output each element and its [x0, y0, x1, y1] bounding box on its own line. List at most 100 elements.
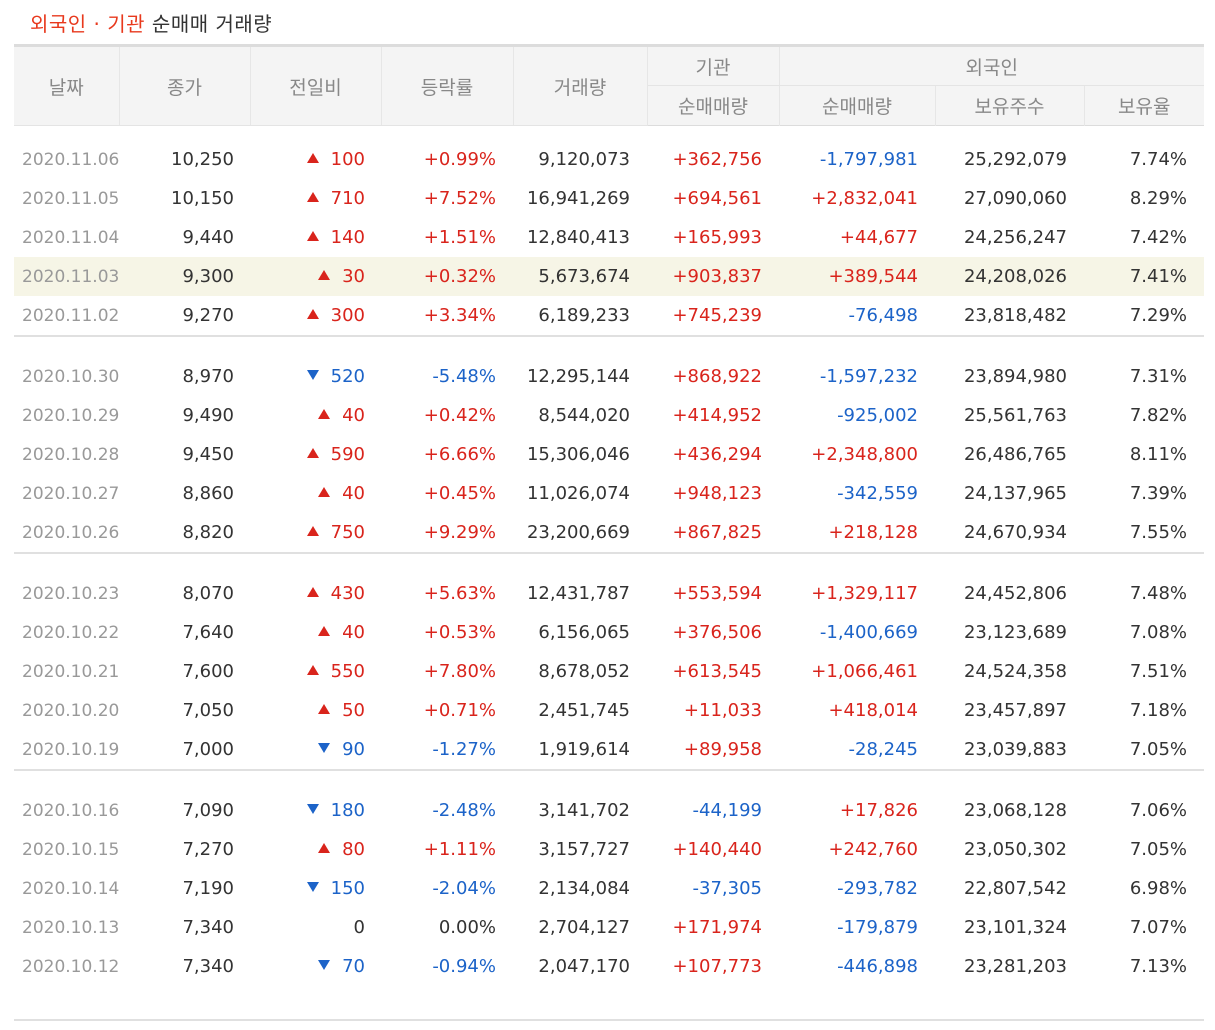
table-row[interactable]: 2020.10.20 7,050 50 +0.71% 2,451,745 +11,033 +… — [14, 691, 1204, 730]
volume-cell-value: 2,704,127 — [538, 917, 630, 938]
close-cell: 8,860 — [119, 474, 250, 513]
header-close[interactable]: 종가 — [119, 45, 251, 126]
table-row[interactable]: 2020.10.13 7,340 0 0.00% 2,704,127 +171,974 -1… — [14, 908, 1204, 947]
holding-cell-value: 24,208,026 — [963, 266, 1067, 287]
header-ratio[interactable]: 보유율 — [1084, 85, 1205, 126]
date-cell: 2020.10.27 — [14, 474, 119, 513]
holding-cell: 23,050,302 — [935, 830, 1084, 869]
table-row[interactable]: 2020.10.26 8,820 750 +9.29% 23,200,669 +867,8… — [14, 513, 1204, 553]
rate-cell-value: +0.99% — [423, 149, 496, 170]
header-change[interactable]: 전일비 — [250, 45, 382, 126]
table-row[interactable]: 2020.10.30 8,970 520 -5.48% 12,295,144 +868,9… — [14, 357, 1204, 396]
rate-cell: +1.51% — [381, 218, 513, 257]
down-triangle-icon — [306, 370, 319, 380]
holding-cell: 23,818,482 — [935, 296, 1084, 336]
inst-net-cell: +165,993 — [647, 218, 779, 257]
header-date[interactable]: 날짜 — [14, 45, 120, 126]
ratio-cell: 7.05% — [1084, 730, 1204, 770]
volume-cell: 2,704,127 — [513, 908, 647, 947]
frn-net-cell: -1,597,232 — [779, 357, 935, 396]
date-cell: 2020.10.28 — [14, 435, 119, 474]
date-cell-value: 2020.10.21 — [22, 661, 120, 682]
holding-cell-value: 24,256,247 — [963, 227, 1067, 248]
table-row[interactable]: 2020.10.22 7,640 40 +0.53% 6,156,065 +376,506… — [14, 613, 1204, 652]
change-cell-value: 150 — [330, 878, 365, 899]
header-frn-net[interactable]: 순매매량 — [779, 85, 936, 126]
volume-cell-value: 11,026,074 — [526, 483, 630, 504]
up-triangle-icon — [318, 487, 331, 497]
close-cell: 9,270 — [119, 296, 250, 336]
table-row[interactable]: 2020.10.14 7,190 150 -2.04% 2,134,084 -37,305… — [14, 869, 1204, 908]
rate-cell-value: -0.94% — [432, 956, 496, 977]
holding-cell: 23,281,203 — [935, 947, 1084, 986]
table-row[interactable]: 2020.11.06 10,250 100 +0.99% 9,120,073 +362,7… — [14, 140, 1204, 179]
ratio-cell: 7.41% — [1084, 257, 1205, 296]
holding-cell: 26,486,765 — [935, 435, 1084, 474]
table-row[interactable]: 2020.10.29 9,490 40 +0.42% 8,544,020 +414,952… — [14, 396, 1204, 435]
volume-cell: 3,141,702 — [513, 791, 647, 830]
holding-cell: 27,090,060 — [935, 179, 1084, 218]
holding-cell-value: 27,090,060 — [963, 188, 1067, 209]
inst-net-cell-value: +140,440 — [672, 839, 762, 860]
volume-cell-value: 16,941,269 — [526, 188, 630, 209]
rate-cell: +0.42% — [381, 396, 513, 435]
inst-net-cell: +436,294 — [647, 435, 779, 474]
volume-cell: 3,157,727 — [513, 830, 647, 869]
table-row[interactable]: 2020.10.19 7,000 90 -1.27% 1,919,614 +89,958 -… — [14, 730, 1204, 770]
change-cell-value: 40 — [342, 622, 365, 643]
change-cell-value: 50 — [342, 700, 365, 721]
table-row[interactable]: 2020.11.04 9,440 140 +1.51% 12,840,413 +165,9… — [14, 218, 1204, 257]
table-body: 2020.11.06 10,250 100 +0.99% 9,120,073 +362,7… — [14, 126, 1205, 987]
up-triangle-icon — [306, 153, 319, 163]
frn-net-cell: -342,559 — [779, 474, 935, 513]
volume-cell-value: 3,141,702 — [538, 800, 630, 821]
inst-net-cell: -44,199 — [647, 791, 779, 830]
ratio-cell: 7.31% — [1084, 357, 1204, 396]
table-row[interactable]: 2020.10.28 9,450 590 +6.66% 15,306,046 +436,2… — [14, 435, 1204, 474]
date-cell-value: 2020.10.14 — [22, 878, 120, 899]
close-cell-value: 7,340 — [182, 917, 234, 938]
ratio-cell-value: 7.29% — [1129, 305, 1188, 326]
up-triangle-icon — [318, 843, 331, 853]
table-row[interactable]: 2020.10.21 7,600 550 +7.80% 8,678,052 +613,54… — [14, 652, 1204, 691]
date-cell: 2020.10.20 — [14, 691, 119, 730]
inst-net-cell: +140,440 — [647, 830, 779, 869]
holding-cell-value: 24,670,934 — [963, 522, 1067, 543]
header-volume[interactable]: 거래량 — [513, 45, 648, 126]
inst-net-cell-value: -44,199 — [692, 800, 762, 821]
date-cell: 2020.10.14 — [14, 869, 119, 908]
volume-cell-value: 12,840,413 — [526, 227, 630, 248]
frn-net-cell: -28,245 — [779, 730, 935, 770]
close-cell-value: 10,250 — [171, 149, 234, 170]
close-cell: 7,000 — [119, 730, 250, 770]
header-rate[interactable]: 등락률 — [381, 45, 514, 126]
date-cell: 2020.10.26 — [14, 513, 119, 553]
change-cell-value: 750 — [330, 522, 365, 543]
table-row[interactable]: 2020.11.05 10,150 710 +7.52% 16,941,269 +694,… — [14, 179, 1204, 218]
rate-cell-value: +0.32% — [423, 266, 496, 287]
table-row[interactable]: 2020.11.02 9,270 300 +3.34% 6,189,233 +745,23… — [14, 296, 1204, 336]
holding-cell: 25,561,763 — [935, 396, 1084, 435]
rate-cell-value: 0.00% — [438, 917, 496, 938]
header-inst-net[interactable]: 순매매량 — [647, 85, 780, 126]
table-row[interactable]: 2020.10.27 8,860 40 +0.45% 11,026,074 +948,12… — [14, 474, 1204, 513]
volume-cell: 6,189,233 — [513, 296, 647, 336]
table-row[interactable]: 2020.10.12 7,340 70 -0.94% 2,047,170 +107,773… — [14, 947, 1204, 986]
table-row[interactable]: 2020.10.15 7,270 80 +1.11% 3,157,727 +140,440… — [14, 830, 1204, 869]
inst-net-cell-value: +903,837 — [672, 266, 762, 287]
table-row[interactable]: 2020.10.16 7,090 180 -2.48% 3,141,702 -44,199… — [14, 791, 1204, 830]
volume-cell: 2,451,745 — [513, 691, 647, 730]
inst-net-cell-value: -37,305 — [692, 878, 762, 899]
header-holding[interactable]: 보유주수 — [935, 85, 1085, 126]
table-row[interactable]: 2020.11.03 9,300 30 +0.32% 5,673,674 +903,837… — [14, 257, 1205, 296]
change-cell-value: 0 — [353, 917, 365, 938]
close-cell-value: 9,490 — [182, 405, 234, 426]
inst-net-cell: +694,561 — [647, 179, 779, 218]
group-divider — [14, 552, 1205, 555]
date-cell: 2020.10.23 — [14, 574, 119, 613]
table-row[interactable]: 2020.10.23 8,070 430 +5.63% 12,431,787 +553,5… — [14, 574, 1204, 613]
frn-net-cell: +1,066,461 — [779, 652, 935, 691]
rate-cell-value: +0.53% — [423, 622, 496, 643]
inst-net-cell-value: +436,294 — [672, 444, 762, 465]
close-cell: 7,340 — [119, 947, 250, 986]
